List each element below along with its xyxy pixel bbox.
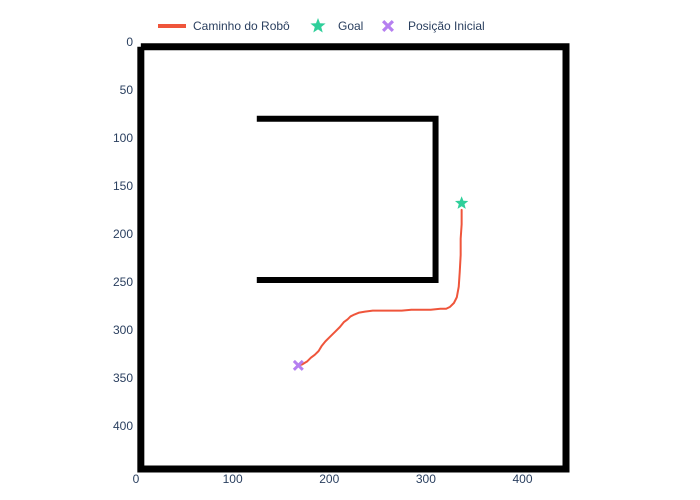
legend-label: Goal (338, 19, 363, 33)
x-tick-label: 0 (133, 472, 140, 486)
plot-background (136, 42, 566, 469)
series-line-robot-path (297, 208, 463, 367)
legend-x-icon (382, 20, 394, 32)
legend-item-0[interactable]: Caminho do Robô (158, 19, 290, 33)
y-tick-label: 250 (113, 275, 133, 289)
y-tick-label: 100 (113, 131, 133, 145)
wall-1 (256, 115, 439, 283)
plot-area (136, 42, 570, 473)
y-tick-label: 300 (113, 323, 133, 337)
x-axis: 0 100 200 300 400 (133, 472, 533, 486)
walls (137, 43, 570, 473)
legend-item-1[interactable]: Goal (310, 18, 363, 33)
wall-0 (137, 43, 570, 473)
y-tick-label: 400 (113, 419, 133, 433)
start-marker (292, 359, 304, 371)
goal-marker (454, 196, 469, 209)
y-tick-label: 200 (113, 227, 133, 241)
legend-item-2[interactable]: Posição Inicial (382, 19, 485, 33)
legend: Caminho do Robô Goal Posição Inicial (158, 18, 485, 33)
y-tick-label: 50 (120, 83, 134, 97)
x-tick-label: 200 (319, 472, 339, 486)
y-tick-label: 350 (113, 371, 133, 385)
y-tick-label: 0 (126, 35, 133, 49)
x-tick-label: 100 (223, 472, 243, 486)
legend-star-icon (310, 18, 326, 33)
legend-label: Caminho do Robô (193, 19, 290, 33)
series-layer (292, 196, 469, 371)
x-tick-label: 300 (416, 472, 436, 486)
x-tick-label: 400 (513, 472, 533, 486)
y-tick-label: 150 (113, 179, 133, 193)
y-axis: 0 50 100 150 200 250 300 350 400 (113, 35, 133, 433)
legend-label: Posição Inicial (408, 19, 485, 33)
